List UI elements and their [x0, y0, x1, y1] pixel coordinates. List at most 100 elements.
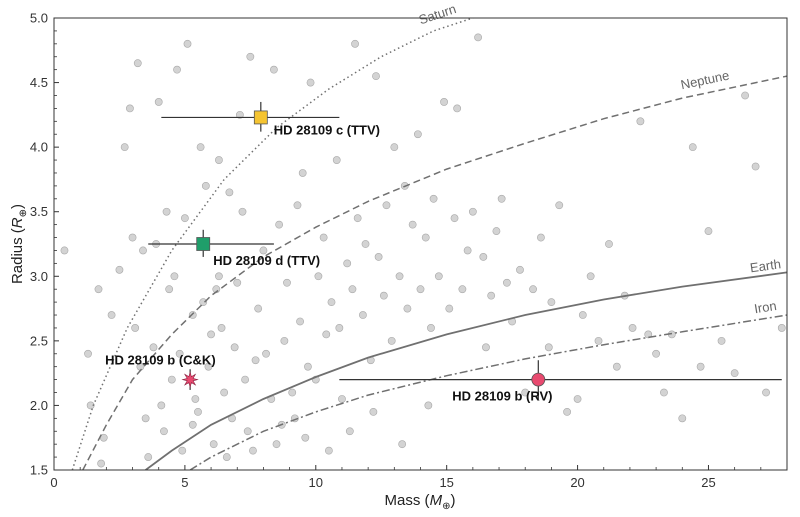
- background-point: [188, 311, 197, 319]
- y-axis-ticks: 1.5 2.0 2.5 3.0 3.5 4.0 4.5 5.0: [30, 11, 59, 478]
- background-point: [421, 233, 430, 242]
- background-point: [382, 201, 391, 210]
- background-point: [492, 227, 501, 235]
- background-point: [678, 414, 687, 423]
- background-point: [573, 395, 582, 403]
- background-point: [207, 330, 215, 339]
- background-point: [107, 311, 116, 319]
- background-point: [324, 446, 333, 455]
- curve-neptune: [82, 75, 787, 470]
- background-point: [688, 143, 697, 152]
- background-point: [390, 143, 399, 152]
- background-point: [275, 220, 284, 229]
- background-point: [293, 201, 302, 210]
- y-tick-label: 3.5: [30, 204, 48, 219]
- background-point: [94, 285, 103, 294]
- background-point: [170, 272, 179, 281]
- background-point: [165, 285, 174, 294]
- curve-label-iron: Iron: [753, 298, 777, 316]
- curve-iron: [189, 314, 787, 470]
- background-point: [209, 440, 218, 449]
- planet-1: HD 28109 d (TTV): [148, 229, 320, 268]
- background-points: [60, 33, 786, 468]
- x-tick-label: 0: [50, 475, 57, 490]
- background-point: [301, 433, 310, 442]
- background-point: [238, 207, 247, 216]
- composition-curves: [71, 18, 787, 470]
- background-point: [167, 375, 176, 384]
- background-point: [628, 324, 637, 332]
- background-point: [191, 395, 200, 403]
- planet-0: HD 28109 c (TTV): [161, 101, 380, 137]
- planet-marker: [181, 370, 199, 389]
- background-point: [215, 272, 223, 281]
- background-point: [201, 181, 210, 190]
- background-point: [215, 156, 223, 164]
- background-point: [160, 427, 168, 436]
- background-point: [644, 330, 653, 339]
- background-point: [479, 253, 488, 261]
- background-point: [235, 110, 244, 119]
- background-point: [751, 162, 760, 171]
- background-point: [652, 349, 661, 358]
- background-point: [395, 272, 404, 281]
- background-point: [154, 98, 163, 106]
- x-tick-label: 20: [570, 475, 584, 490]
- background-point: [128, 233, 137, 242]
- background-point: [175, 349, 184, 358]
- background-point: [115, 265, 124, 274]
- background-point: [188, 420, 197, 429]
- x-axis-ticks: 0 5 10 15 20 25: [50, 465, 762, 490]
- background-point: [230, 343, 239, 352]
- background-point: [463, 246, 472, 255]
- background-point: [416, 285, 425, 294]
- background-point: [468, 207, 477, 216]
- planets: HD 28109 c (TTV) HD 28109 d (TTV) HD 28109…: [105, 101, 782, 404]
- background-point: [516, 265, 524, 274]
- background-point: [141, 414, 150, 423]
- background-point: [204, 362, 213, 371]
- background-point: [178, 446, 187, 455]
- background-point: [249, 446, 257, 455]
- y-tick-label: 4.0: [30, 140, 48, 155]
- x-tick-label: 15: [439, 475, 453, 490]
- planet-marker: [531, 372, 546, 387]
- planet-3: HD 28109 b (RV): [339, 360, 782, 404]
- background-point: [243, 427, 252, 436]
- background-point: [636, 117, 645, 126]
- background-point: [403, 304, 412, 313]
- background-point: [180, 214, 189, 223]
- background-point: [398, 440, 407, 449]
- y-tick-label: 3.0: [30, 269, 48, 284]
- background-point: [348, 285, 357, 294]
- background-point: [361, 240, 370, 248]
- background-point: [314, 272, 323, 281]
- planet-label: HD 28109 b (RV): [452, 389, 552, 404]
- background-point: [730, 369, 739, 378]
- background-point: [322, 330, 331, 339]
- background-point: [427, 324, 435, 332]
- background-point: [332, 156, 341, 164]
- background-point: [233, 278, 242, 287]
- background-point: [434, 272, 443, 281]
- planet-label: HD 28109 d (TTV): [213, 253, 320, 268]
- planet-label: HD 28109 b (C&K): [105, 353, 216, 368]
- planet-marker: [253, 110, 268, 125]
- background-point: [259, 246, 268, 255]
- background-point: [120, 143, 129, 152]
- background-point: [696, 362, 705, 371]
- background-point: [474, 33, 482, 42]
- background-point: [717, 336, 726, 345]
- y-tick-label: 2.0: [30, 398, 48, 413]
- background-point: [537, 233, 545, 242]
- background-point: [372, 72, 380, 81]
- curve-earth: [145, 271, 787, 470]
- background-point: [254, 304, 263, 313]
- planet-label: HD 28109 c (TTV): [274, 122, 380, 137]
- x-axis-title: Mass (M⊕): [385, 492, 456, 512]
- background-point: [445, 304, 454, 313]
- background-point: [241, 375, 250, 384]
- y-tick-label: 5.0: [30, 11, 48, 26]
- y-tick-label: 1.5: [30, 463, 48, 478]
